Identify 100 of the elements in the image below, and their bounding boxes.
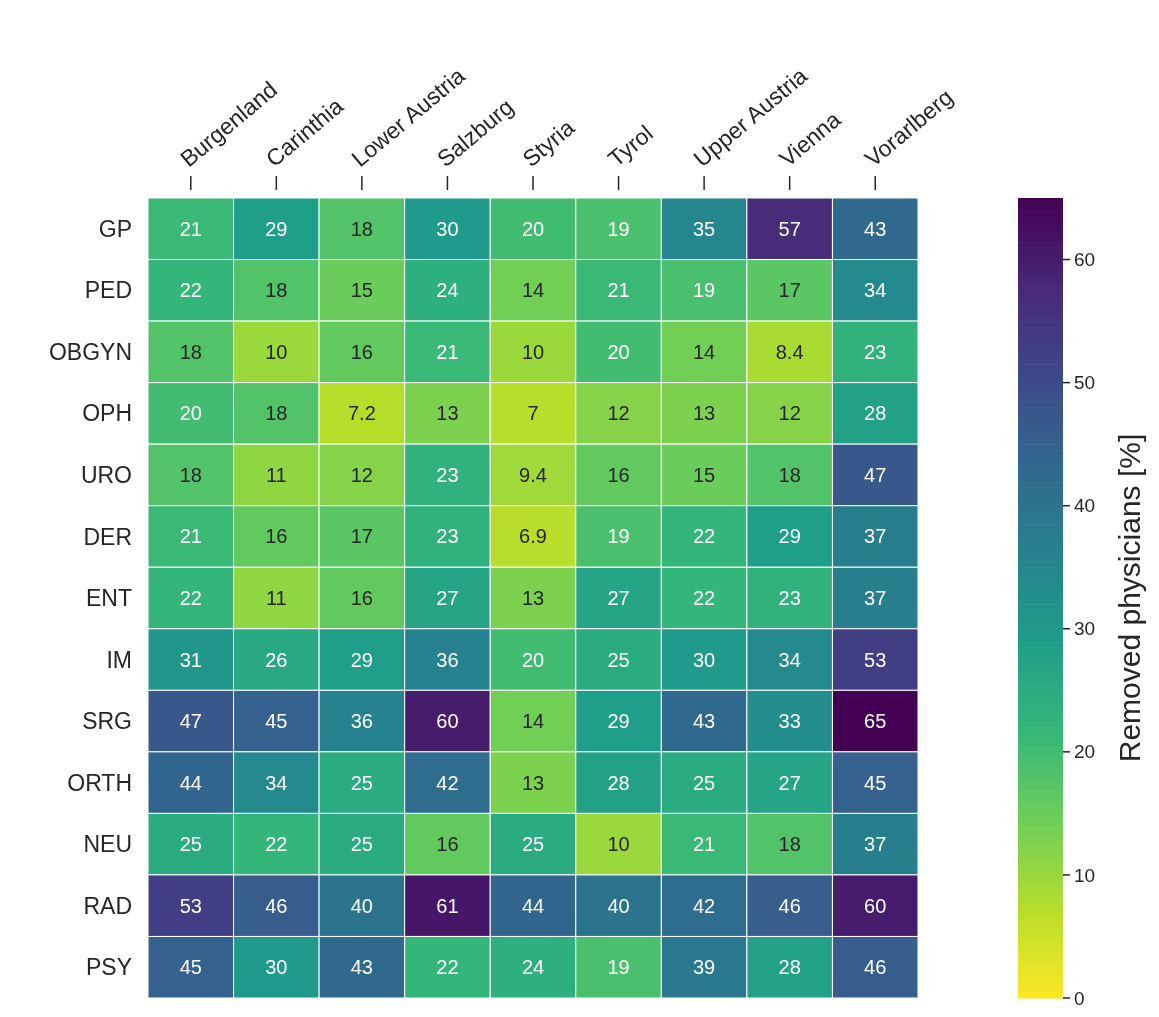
data-label: 18 — [778, 833, 801, 856]
data-label: 14 — [692, 340, 716, 363]
data-label: 37 — [864, 525, 887, 548]
data-label: 20 — [607, 340, 630, 363]
data-label: 21 — [692, 833, 716, 856]
data-label: 27 — [607, 587, 630, 609]
data-label: 31 — [179, 648, 202, 671]
data-label: 34 — [864, 279, 887, 302]
data-label: 24 — [436, 279, 459, 302]
data-label: 16 — [607, 463, 630, 486]
y-tick-label: SRG — [82, 708, 132, 735]
data-label: 8.4 — [775, 340, 804, 363]
data-label: 13 — [521, 587, 545, 609]
data-label: 22 — [692, 587, 716, 609]
data-label: 25 — [350, 771, 374, 794]
y-tick-label: DER — [83, 523, 132, 550]
color-bar-label: 0 — [1074, 987, 1085, 1009]
data-label: 10 — [265, 340, 288, 363]
data-label: 20 — [521, 217, 545, 240]
data-label: 47 — [179, 710, 202, 733]
data-label: 45 — [179, 956, 202, 979]
data-label: 60 — [864, 894, 887, 917]
data-label: 18 — [179, 340, 202, 363]
data-label: 20 — [521, 648, 545, 671]
color-bar-label: 30 — [1074, 618, 1096, 640]
data-label: 36 — [436, 648, 459, 671]
data-label: 16 — [265, 525, 288, 548]
data-label: 47 — [864, 463, 887, 486]
color-bar-title: Removed physicians [%] — [1113, 433, 1146, 763]
data-label: 17 — [350, 525, 374, 548]
data-label: 20 — [179, 402, 202, 425]
data-label: 28 — [778, 956, 801, 979]
data-label: 28 — [864, 402, 887, 425]
data-label: 21 — [607, 279, 630, 302]
data-label: 37 — [864, 587, 887, 609]
data-label: 15 — [692, 463, 716, 486]
data-label: 16 — [350, 587, 374, 609]
data-label: 22 — [692, 525, 716, 548]
data-label: 11 — [265, 463, 287, 486]
data-label: 57 — [778, 217, 801, 240]
data-label: 19 — [607, 217, 630, 240]
data-label: 46 — [778, 894, 801, 917]
data-label: 25 — [692, 771, 716, 794]
data-label: 28 — [607, 771, 630, 794]
data-label: 60 — [436, 710, 459, 733]
data-label: 17 — [778, 279, 801, 302]
data-label: 44 — [521, 894, 545, 917]
data-label: 53 — [864, 648, 887, 671]
data-label: 10 — [521, 340, 545, 363]
data-label: 39 — [692, 956, 716, 979]
data-label: 30 — [265, 956, 288, 979]
data-label: 18 — [350, 217, 374, 240]
data-label: 14 — [521, 710, 545, 733]
data-label: 34 — [778, 648, 801, 671]
data-label: 27 — [778, 771, 801, 794]
data-label: 40 — [607, 894, 630, 917]
data-label: 16 — [350, 340, 374, 363]
data-label: 14 — [521, 279, 545, 302]
data-label: 13 — [692, 402, 716, 425]
color-bar-label: 40 — [1074, 495, 1096, 517]
data-label: 42 — [692, 894, 716, 917]
data-label: 53 — [179, 894, 202, 917]
data-label: 13 — [436, 402, 459, 425]
data-label: 44 — [179, 771, 202, 794]
y-tick-label: GP — [98, 215, 132, 242]
data-label: 45 — [864, 771, 887, 794]
data-label: 30 — [436, 217, 459, 240]
data-label: 25 — [521, 833, 545, 856]
data-label: 43 — [864, 217, 887, 240]
data-label: 12 — [778, 402, 801, 425]
y-tick-label: URO — [80, 461, 132, 488]
data-label: 18 — [265, 402, 288, 425]
data-label: 25 — [350, 833, 374, 856]
data-label: 23 — [864, 340, 887, 363]
data-label: 13 — [521, 771, 545, 794]
y-tick-label: OBGYN — [48, 338, 132, 365]
y-tick-label: PSY — [85, 954, 132, 981]
data-label: 43 — [692, 710, 716, 733]
data-label: 24 — [521, 956, 545, 979]
data-label: 16 — [436, 833, 459, 856]
color-bar-label: 20 — [1074, 741, 1096, 763]
y-tick-label: IM — [106, 646, 132, 673]
data-label: 61 — [436, 894, 459, 917]
data-label: 25 — [179, 833, 202, 856]
data-label: 46 — [864, 956, 887, 979]
data-label: 12 — [607, 402, 630, 425]
data-label: 9.4 — [519, 463, 547, 486]
data-label: 10 — [607, 833, 630, 856]
y-tick-label: ENT — [86, 585, 132, 612]
data-label: 33 — [778, 710, 801, 733]
y-tick-label: NEU — [83, 831, 132, 858]
data-label: 36 — [350, 710, 374, 733]
data-label: 26 — [265, 648, 288, 671]
data-label: 40 — [350, 894, 374, 917]
data-label: 15 — [350, 279, 374, 302]
data-label: 23 — [436, 525, 459, 548]
data-label: 37 — [864, 833, 887, 856]
data-label: 34 — [265, 771, 288, 794]
color-bar-label: 10 — [1074, 864, 1096, 886]
data-label: 12 — [350, 463, 374, 486]
